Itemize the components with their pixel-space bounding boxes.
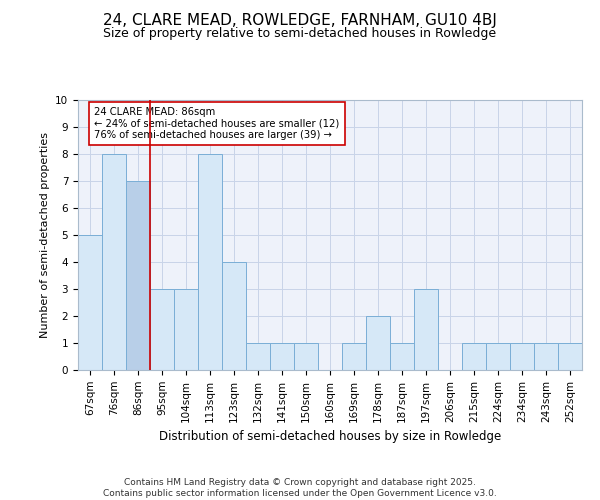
Bar [462, 343, 486, 370]
Bar [510, 343, 534, 370]
Bar [390, 343, 414, 370]
Bar [126, 181, 150, 370]
Y-axis label: Number of semi-detached properties: Number of semi-detached properties [40, 132, 50, 338]
Bar [102, 154, 126, 370]
Bar [534, 343, 558, 370]
Bar [198, 154, 222, 370]
Bar [486, 343, 510, 370]
Text: Size of property relative to semi-detached houses in Rowledge: Size of property relative to semi-detach… [103, 28, 497, 40]
Bar [558, 343, 582, 370]
Bar [174, 289, 198, 370]
Bar [78, 235, 102, 370]
Bar [342, 343, 366, 370]
Bar [246, 343, 270, 370]
Bar [294, 343, 318, 370]
Text: 24 CLARE MEAD: 86sqm
← 24% of semi-detached houses are smaller (12)
76% of semi-: 24 CLARE MEAD: 86sqm ← 24% of semi-detac… [94, 107, 340, 140]
Bar [150, 289, 174, 370]
Text: 24, CLARE MEAD, ROWLEDGE, FARNHAM, GU10 4BJ: 24, CLARE MEAD, ROWLEDGE, FARNHAM, GU10 … [103, 12, 497, 28]
Bar [414, 289, 438, 370]
X-axis label: Distribution of semi-detached houses by size in Rowledge: Distribution of semi-detached houses by … [159, 430, 501, 443]
Bar [270, 343, 294, 370]
Text: Contains HM Land Registry data © Crown copyright and database right 2025.
Contai: Contains HM Land Registry data © Crown c… [103, 478, 497, 498]
Bar [222, 262, 246, 370]
Bar [366, 316, 390, 370]
